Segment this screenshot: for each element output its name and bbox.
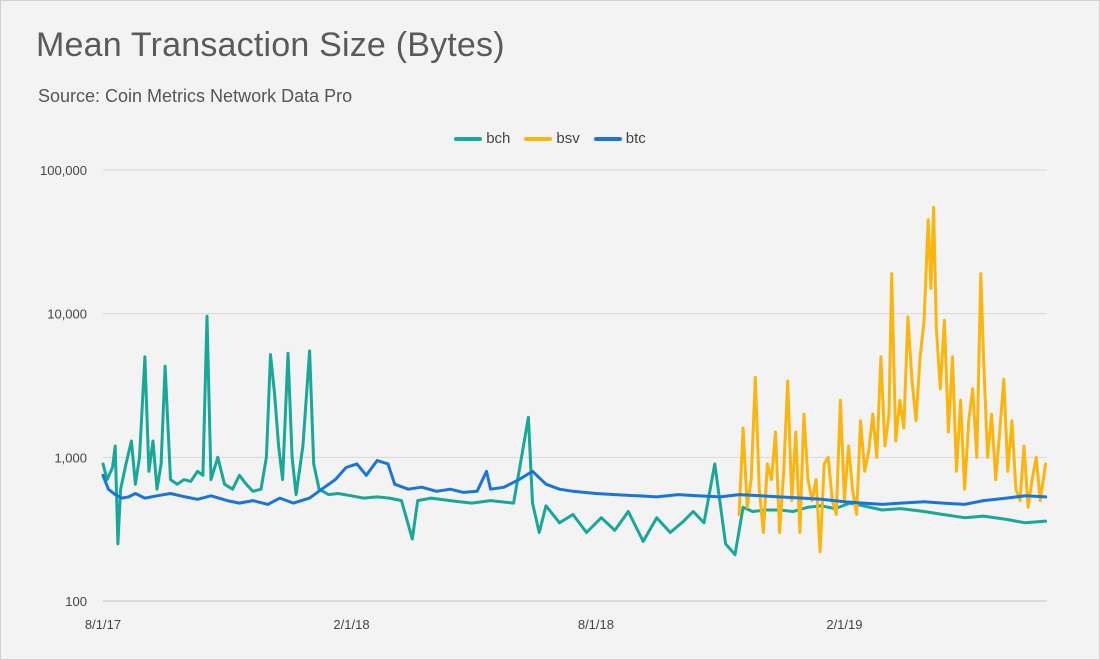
legend-label-bch: bch [486,130,511,147]
x-tick-label: 8/1/18 [578,617,614,632]
legend-item-bsv: bsv [524,130,580,147]
chart-title: Mean Transaction Size (Bytes) [36,26,505,64]
legend-swatch-bsv [524,136,553,141]
legend-swatch-btc [593,136,622,141]
legend-item-btc: btc [593,130,646,147]
series-line-btc [101,459,1048,506]
legend-label-bsv: bsv [556,130,580,147]
legend-label-btc: btc [625,130,646,147]
axis-labels: 100 1,000 10,000 100,000 8/1/17 2/1/18 8/1/18 2… [40,163,863,632]
chart-legend: bch bsv btc [0,130,1100,147]
y-tick-label: 10,000 [47,307,87,322]
series-line-bch [101,314,1048,557]
legend-item-bch: bch [454,130,510,147]
y-tick-label: 1,000 [54,450,87,465]
y-tick-label: 100 [65,594,87,609]
legend-swatch-bch [454,136,483,141]
y-tick-label: 100,000 [40,163,87,178]
x-tick-label: 8/1/17 [85,617,121,632]
x-tick-label: 2/1/19 [826,617,862,632]
x-tick-label: 2/1/18 [333,617,369,632]
series-lines [101,205,1048,557]
series-line-bsv [737,205,1048,554]
chart-subtitle: Source: Coin Metrics Network Data Pro [38,86,353,106]
